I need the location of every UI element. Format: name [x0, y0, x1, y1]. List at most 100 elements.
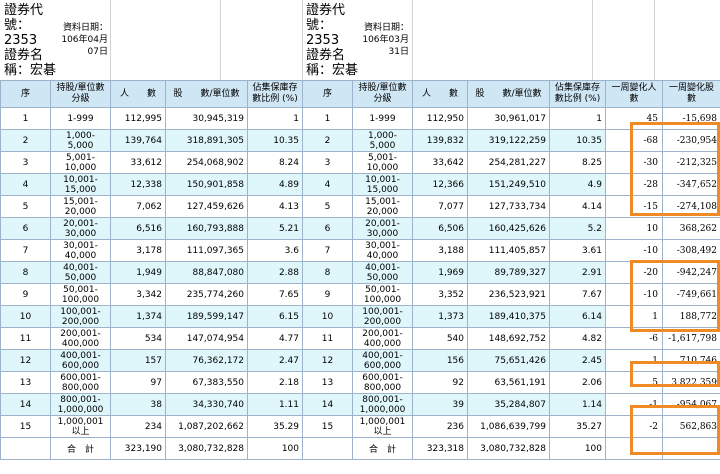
pct-cell: 3.61 — [549, 239, 606, 262]
seq-cell: 9 — [0, 283, 51, 306]
pct-cell: 5.21 — [247, 217, 303, 240]
security-name-value: 稱：宏碁 — [4, 63, 57, 78]
pct-cell: 4.82 — [549, 327, 606, 350]
shares-cell: 67,383,550 — [165, 371, 248, 394]
level-cell: 100,001-200,000 — [50, 305, 111, 328]
pct-cell: 5.2 — [549, 217, 606, 240]
people-cell: 3,188 — [412, 239, 468, 262]
pct-cell: 4.89 — [247, 173, 303, 196]
pct-cell: 4.77 — [247, 327, 303, 350]
level-cell: 400,001-600,000 — [50, 349, 111, 372]
people-change-cell: -15 — [605, 195, 663, 218]
shares-cell: 34,330,740 — [165, 393, 248, 416]
people-change-cell: 10 — [605, 217, 663, 240]
shares-cell: 75,651,426 — [467, 349, 550, 372]
shares-cell: 318,891,305 — [165, 129, 248, 152]
level-cell: 40,001-50,000 — [50, 261, 111, 284]
table-row: 14 800,001-1,000,000 38 34,330,740 1.11 14 800… — [0, 393, 720, 416]
seq-cell: 4 — [302, 173, 353, 196]
people-cell: 3,342 — [110, 283, 166, 306]
pct-cell: 2.91 — [549, 261, 606, 284]
pct-cell: 4.13 — [247, 195, 303, 218]
seq-cell: 15 — [302, 415, 353, 438]
people-change-cell: -10 — [605, 239, 663, 262]
shares-change-cell: -274,108 — [662, 195, 720, 218]
security-name-label: 證券名 — [306, 48, 346, 63]
level-cell: 1,000-5,000 — [50, 129, 111, 152]
pct-cell: 10.35 — [247, 129, 303, 152]
header-divider — [110, 0, 111, 80]
seq-cell: 6 — [0, 217, 51, 240]
shares-change-cell: -1,617,798 — [662, 327, 720, 350]
shares-cell: 254,281,227 — [467, 151, 550, 174]
shares-cell: 189,410,375 — [467, 305, 550, 328]
people-cell: 234 — [110, 415, 166, 438]
table-row: 7 30,001-40,000 3,178 111,097,365 3.6 7 30,001… — [0, 239, 720, 262]
level-cell: 20,001-30,000 — [352, 217, 413, 240]
table-row: 13 600,001-800,000 97 67,383,550 2.18 13 600,0… — [0, 371, 720, 394]
people-change-cell: -1 — [605, 393, 663, 416]
people-cell: 7,062 — [110, 195, 166, 218]
table-row: 3 5,001-10,000 33,612 254,068,902 8.24 3 5,001… — [0, 151, 720, 174]
table-row: 11 200,001-400,000 534 147,074,954 4.77 11 200… — [0, 327, 720, 350]
people-change-cell: 5 — [605, 371, 663, 394]
pct-cell: 1 — [549, 107, 606, 130]
seq-cell: 12 — [302, 349, 353, 372]
seq-cell: 12 — [0, 349, 51, 372]
pct-cell: 8.24 — [247, 151, 303, 174]
shares-cell: 1,086,639,799 — [467, 415, 550, 438]
seq-cell: 14 — [302, 393, 353, 416]
security-code-label: 號： — [306, 18, 333, 33]
pct-cell: 10.35 — [549, 129, 606, 152]
shares-cell: 147,074,954 — [165, 327, 248, 350]
shares-cell: 127,459,626 — [165, 195, 248, 218]
people-cell: 1,969 — [412, 261, 468, 284]
data-date-label: 資料日期： — [363, 23, 409, 33]
level-cell: 1,000,001以上 — [352, 415, 413, 438]
people-change-cell: -20 — [605, 261, 663, 284]
total-cell: 323,190 — [110, 437, 166, 460]
col-people: 人 數 — [412, 80, 468, 108]
people-cell: 7,077 — [412, 195, 468, 218]
people-cell: 112,950 — [412, 107, 468, 130]
level-cell: 10,001-15,000 — [352, 173, 413, 196]
shares-change-cell: 710,746 — [662, 349, 720, 372]
total-cell: 323,318 — [412, 437, 468, 460]
shares-cell: 111,097,365 — [165, 239, 248, 262]
pct-cell: 7.65 — [247, 283, 303, 306]
table-row: 15 1,000,001以上 234 1,087,202,662 35.29 15 1,00… — [0, 415, 720, 438]
level-cell: 1-999 — [352, 107, 413, 130]
level-cell: 1-999 — [50, 107, 111, 130]
table-row: 9 50,001-100,000 3,342 235,774,260 7.65 9 50,0… — [0, 283, 720, 306]
col-shares: 股 數/單位數 — [467, 80, 550, 108]
level-cell: 1,000-5,000 — [352, 129, 413, 152]
people-cell: 6,506 — [412, 217, 468, 240]
shares-change-cell: -942,247 — [662, 261, 720, 284]
people-cell: 39 — [412, 393, 468, 416]
shares-cell: 111,405,857 — [467, 239, 550, 262]
data-date-line1: 106年04月 — [61, 35, 108, 45]
people-cell: 236 — [412, 415, 468, 438]
pct-cell: 2.47 — [247, 349, 303, 372]
people-cell: 97 — [110, 371, 166, 394]
security-name-value: 稱：宏碁 — [306, 63, 359, 78]
seq-cell: 2 — [302, 129, 353, 152]
header-divider — [302, 0, 303, 80]
shares-cell: 127,733,734 — [467, 195, 550, 218]
header-divider — [220, 0, 221, 80]
level-cell: 600,001-800,000 — [50, 371, 111, 394]
people-cell: 3,352 — [412, 283, 468, 306]
people-cell: 112,995 — [110, 107, 166, 130]
col-people-change: 一周變化人數 — [605, 80, 663, 108]
shares-cell: 160,793,888 — [165, 217, 248, 240]
shares-change-cell: -15,698 — [662, 107, 720, 130]
level-cell: 200,001-400,000 — [352, 327, 413, 350]
people-cell: 157 — [110, 349, 166, 372]
seq-cell: 10 — [302, 305, 353, 328]
data-date-line1: 106年03月 — [362, 35, 409, 45]
seq-cell: 11 — [302, 327, 353, 350]
people-cell: 6,516 — [110, 217, 166, 240]
security-code-value: 2353 — [306, 33, 340, 48]
people-cell: 38 — [110, 393, 166, 416]
